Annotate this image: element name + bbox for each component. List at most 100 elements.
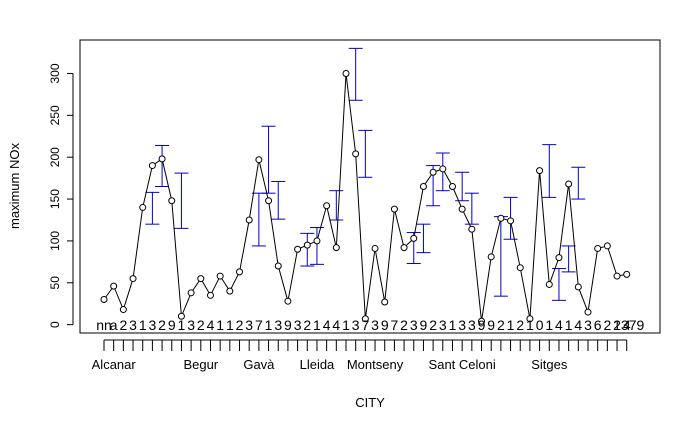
- point-label: 3: [458, 317, 466, 333]
- point-label: 1: [216, 317, 224, 333]
- point-label: 1: [565, 317, 573, 333]
- data-point: [361, 315, 369, 323]
- plot-box: [79, 39, 661, 334]
- data-point: [245, 216, 253, 224]
- point-label: 2: [516, 317, 524, 333]
- data-point: [197, 275, 205, 283]
- x-tick-label: Alcanar: [92, 357, 137, 372]
- data-point: [381, 298, 389, 306]
- point-label: 2: [158, 317, 166, 333]
- y-tick-label: 50: [48, 276, 62, 290]
- point-label: 1: [449, 317, 457, 333]
- data-point: [497, 214, 505, 222]
- data-point: [168, 197, 176, 205]
- data-point: [400, 244, 408, 252]
- point-label: 6: [594, 317, 602, 333]
- point-label: 9: [420, 317, 428, 333]
- data-point: [419, 183, 427, 190]
- point-label: 3: [187, 317, 195, 333]
- point-label: 7: [255, 317, 263, 333]
- point-label: 1: [507, 317, 515, 333]
- point-label: 4: [623, 317, 631, 333]
- data-point: [439, 165, 447, 173]
- point-label: 2: [429, 317, 437, 333]
- data-point: [352, 150, 360, 158]
- data-point: [565, 180, 573, 188]
- x-axis: Alcanar Begur Gavà Lleida Montseny Sant Celon…: [92, 339, 628, 372]
- data-point: [507, 217, 515, 225]
- point-label: 4: [332, 317, 340, 333]
- point-label: 1: [226, 317, 234, 333]
- data-point: [574, 283, 582, 291]
- point-label: 9: [381, 317, 389, 333]
- data-point: [110, 282, 118, 290]
- point-label: 1: [342, 317, 350, 333]
- point-label: 3: [129, 317, 137, 333]
- series: [100, 69, 631, 325]
- point-label: 2: [400, 317, 408, 333]
- point-label: nn: [96, 317, 112, 333]
- point-label: 9: [478, 317, 486, 333]
- data-point: [274, 262, 282, 270]
- data-point: [342, 69, 350, 77]
- data-point: [139, 203, 147, 211]
- x-tick-label: Gavà: [243, 357, 275, 372]
- data-point: [555, 254, 563, 262]
- data-point: [623, 270, 631, 278]
- y-axis: 0 50 100 150 200 250 300: [48, 63, 74, 328]
- data-point: [448, 183, 456, 190]
- y-tick-label: 200: [48, 147, 62, 167]
- point-label: 7: [391, 317, 399, 333]
- error-bars: [145, 47, 586, 301]
- data-point: [177, 312, 185, 320]
- point-label: 3: [352, 317, 360, 333]
- point-label: 4: [323, 317, 331, 333]
- data-point: [332, 244, 340, 252]
- point-label: 3: [371, 317, 379, 333]
- data-point: [265, 197, 273, 205]
- data-point: [226, 287, 234, 295]
- data-point: [284, 297, 292, 305]
- point-label: 3: [149, 317, 157, 333]
- point-label: 9: [487, 317, 495, 333]
- data-point: [545, 280, 553, 288]
- x-tick-label: Begur: [183, 357, 218, 372]
- data-point: [458, 205, 466, 213]
- data-point: [613, 272, 621, 280]
- point-label: 2: [119, 317, 127, 333]
- y-tick-label: 300: [48, 63, 62, 83]
- data-point: [468, 225, 476, 233]
- data-point: [206, 291, 214, 299]
- data-point: [158, 155, 166, 163]
- data-point: [294, 245, 302, 253]
- x-axis-title: CITY: [355, 395, 385, 410]
- data-point: [410, 234, 418, 242]
- data-point: [487, 253, 495, 261]
- point-label: 2: [497, 317, 505, 333]
- data-point: [187, 289, 195, 297]
- data-point: [603, 242, 611, 250]
- point-label: 3: [439, 317, 447, 333]
- point-label: 4: [574, 317, 582, 333]
- point-label: 9: [168, 317, 176, 333]
- point-labels: nna 2 3 1 3 2 9 1 3 2 4 1 1 2 3 7 1 3 9 3 2 1 4 4 1 3 7 3 9 7 2 3 9 2 3 1 3 3…: [96, 317, 644, 333]
- point-label: 2: [236, 317, 244, 333]
- point-label: 7: [361, 317, 369, 333]
- point-label: 1: [265, 317, 273, 333]
- data-point: [429, 168, 437, 176]
- y-tick-label: 150: [48, 189, 62, 209]
- x-tick-label: Sant Celoni: [429, 357, 496, 372]
- data-point: [371, 244, 379, 252]
- point-label: 3: [410, 317, 418, 333]
- data-point: [255, 156, 263, 164]
- point-label: a: [110, 317, 118, 333]
- data-point: [129, 275, 137, 283]
- data-point: [216, 272, 224, 280]
- point-label: 3: [294, 317, 302, 333]
- y-tick-label: 0: [48, 321, 62, 328]
- data-point: [526, 315, 534, 323]
- data-point: [100, 296, 108, 304]
- point-label: 2: [303, 317, 311, 333]
- point-label: 9: [284, 317, 292, 333]
